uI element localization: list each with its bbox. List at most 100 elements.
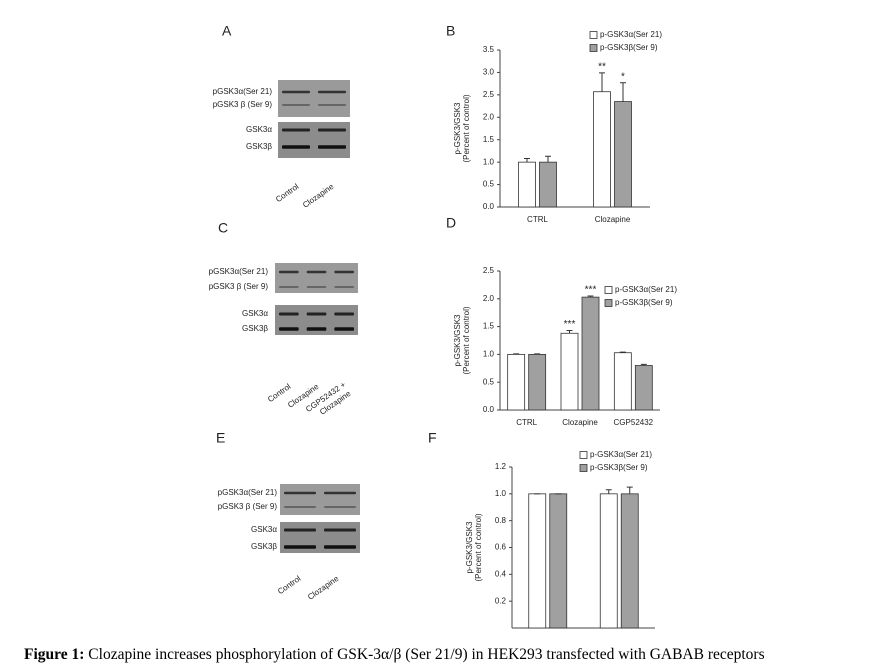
y-tick-label: 2.5	[483, 90, 495, 99]
legend-label: p-GSK3β(Ser 9)	[615, 298, 673, 307]
blot-label: GSK3β	[251, 542, 277, 551]
lane-label: Control	[276, 574, 302, 596]
band	[279, 327, 299, 331]
error-bar	[640, 363, 647, 366]
y-tick-label: 3.0	[483, 68, 495, 77]
blot-label: GSK3β	[246, 142, 272, 151]
band	[306, 312, 327, 316]
lane-label: Clozapine	[301, 182, 336, 210]
y-axis-label: (Percent of control)	[462, 94, 471, 162]
band	[284, 506, 316, 508]
legend-label: p-GSK3β(Ser 9)	[590, 463, 648, 472]
bar	[549, 493, 568, 629]
band	[282, 128, 310, 132]
y-axis-label: (Percent of control)	[474, 513, 483, 581]
band	[282, 90, 310, 94]
bar	[634, 365, 653, 411]
panel-letter: A	[222, 23, 232, 39]
x-tick-label: CTRL	[516, 418, 537, 427]
y-tick-label: 0.6	[495, 543, 507, 552]
legend-label: p-GSK3α(Ser 21)	[600, 30, 662, 39]
error-bar	[620, 82, 626, 102]
x-tick-label: CGP52432	[614, 418, 654, 427]
y-tick-label: 0.4	[495, 569, 507, 578]
legend-swatch	[579, 451, 588, 459]
y-tick-label: 2.5	[483, 266, 495, 275]
x-tick-label: Clozapine	[562, 418, 598, 427]
band	[334, 270, 354, 274]
bar	[613, 352, 632, 411]
y-tick-label: 2.0	[483, 294, 495, 303]
panel-letter: D	[446, 215, 456, 231]
blot	[278, 80, 350, 117]
legend-swatch	[579, 464, 588, 472]
band	[318, 104, 346, 106]
bar	[614, 101, 632, 208]
legend-swatch	[589, 44, 598, 52]
band	[279, 312, 299, 316]
blot	[275, 263, 358, 293]
caption: Figure 1: Clozapine increases phosphoryl…	[24, 646, 765, 664]
blot-label: GSK3α	[246, 125, 272, 134]
error-bar	[524, 158, 530, 163]
band	[284, 491, 316, 495]
band	[284, 545, 316, 549]
y-tick-label: 0.5	[483, 377, 495, 386]
legend-label: p-GSK3α(Ser 21)	[615, 285, 677, 294]
band	[324, 545, 356, 549]
band	[334, 327, 354, 331]
y-axis-label: p-GSK3/GSK3	[453, 314, 462, 367]
y-tick-label: 1.5	[483, 135, 495, 144]
y-tick-label: 2.0	[483, 112, 495, 121]
band	[282, 145, 310, 149]
y-axis-label: p-GSK3/GSK3	[453, 102, 462, 155]
y-tick-label: 1.5	[483, 322, 495, 331]
lane-label: Clozapine	[306, 574, 341, 602]
band	[318, 128, 346, 132]
blot	[278, 122, 350, 158]
caption-label: Figure 1:	[24, 646, 85, 663]
x-tick-label: Clozapine	[595, 215, 631, 224]
error-bar	[534, 353, 541, 355]
bar	[528, 493, 547, 629]
blot-label: GSK3β	[242, 324, 268, 333]
significance: **	[598, 62, 606, 73]
error-bar	[605, 489, 612, 494]
y-tick-label: 0.0	[483, 202, 495, 211]
band	[334, 312, 354, 316]
error-bar	[566, 329, 573, 334]
error-bar	[619, 351, 626, 353]
y-tick-label: 1.0	[483, 157, 495, 166]
y-tick-label: 0.8	[495, 516, 507, 525]
band	[279, 286, 299, 288]
blot-label: pGSK3 β (Ser 9)	[218, 502, 278, 511]
bar	[560, 332, 579, 411]
lane-label: Control	[274, 182, 300, 204]
y-tick-label: 0.2	[495, 596, 507, 605]
bar	[581, 296, 600, 411]
legend-swatch	[604, 299, 613, 307]
blot-label: GSK3α	[242, 309, 268, 318]
band	[318, 145, 346, 149]
y-tick-label: 0.5	[483, 180, 495, 189]
error-bar	[513, 353, 520, 355]
error-bar	[626, 486, 633, 494]
y-tick-label: 1.2	[495, 462, 507, 471]
bar	[528, 353, 547, 411]
panel-letter: E	[216, 430, 225, 446]
band	[324, 491, 356, 495]
y-tick-label: 1.0	[495, 489, 507, 498]
error-bar	[587, 295, 594, 298]
y-axis-label: (Percent of control)	[462, 306, 471, 374]
bar	[599, 493, 618, 629]
bar	[539, 161, 557, 208]
y-tick-label: 3.5	[483, 45, 495, 54]
caption-text: Clozapine increases phosphorylation of G…	[88, 646, 765, 663]
band	[324, 506, 356, 508]
significance: *	[621, 71, 625, 82]
bar	[518, 161, 536, 208]
y-tick-label: 1.0	[483, 350, 495, 359]
blot	[280, 484, 360, 515]
y-axis-label: p-GSK3/GSK3	[465, 521, 474, 574]
y-tick-label: 0.0	[483, 405, 495, 414]
